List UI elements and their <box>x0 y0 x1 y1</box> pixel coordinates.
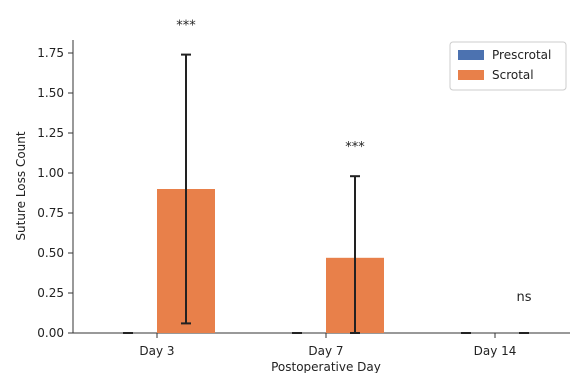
legend: Prescrotal Scrotal <box>449 41 567 91</box>
plot-area: 0.000.250.500.751.001.251.501.75 Day 3 Da… <box>37 19 570 358</box>
significance-label: *** <box>345 140 365 155</box>
y-tick-label: 1.75 <box>37 46 64 60</box>
legend-swatch-prescrotal <box>458 50 484 60</box>
x-tick-label: Day 3 <box>139 344 174 358</box>
x-tick-label: Day 14 <box>474 344 517 358</box>
significance-annotations: *** *** ns <box>176 19 531 305</box>
significance-label: ns <box>516 290 531 305</box>
legend-label-scrotal: Scrotal <box>492 68 534 82</box>
y-tick-label: 0.75 <box>37 206 64 220</box>
y-tick-label: 0.50 <box>37 246 64 260</box>
y-ticks: 0.00 0.25 0.50 0.75 1.00 1.25 1.50 1.75 <box>37 46 73 340</box>
y-tick-label: 0.00 <box>37 326 64 340</box>
x-ticks: Day 3 Day 7 Day 14 <box>139 333 516 358</box>
y-tick-label: 0.25 <box>37 286 64 300</box>
bars <box>157 189 384 333</box>
error-bars <box>123 53 529 334</box>
legend-label-prescrotal: Prescrotal <box>492 48 551 62</box>
x-axis-title: Postoperative Day <box>271 360 381 373</box>
legend-swatch-scrotal <box>458 70 484 80</box>
y-tick-label: 1.50 <box>37 86 64 100</box>
y-tick-label: 1.00 <box>37 166 64 180</box>
y-tick-label: 1.25 <box>37 126 64 140</box>
x-tick-label: Day 7 <box>308 344 343 358</box>
significance-label: *** <box>176 19 196 34</box>
y-axis-title: Suture Loss Count <box>14 131 28 240</box>
